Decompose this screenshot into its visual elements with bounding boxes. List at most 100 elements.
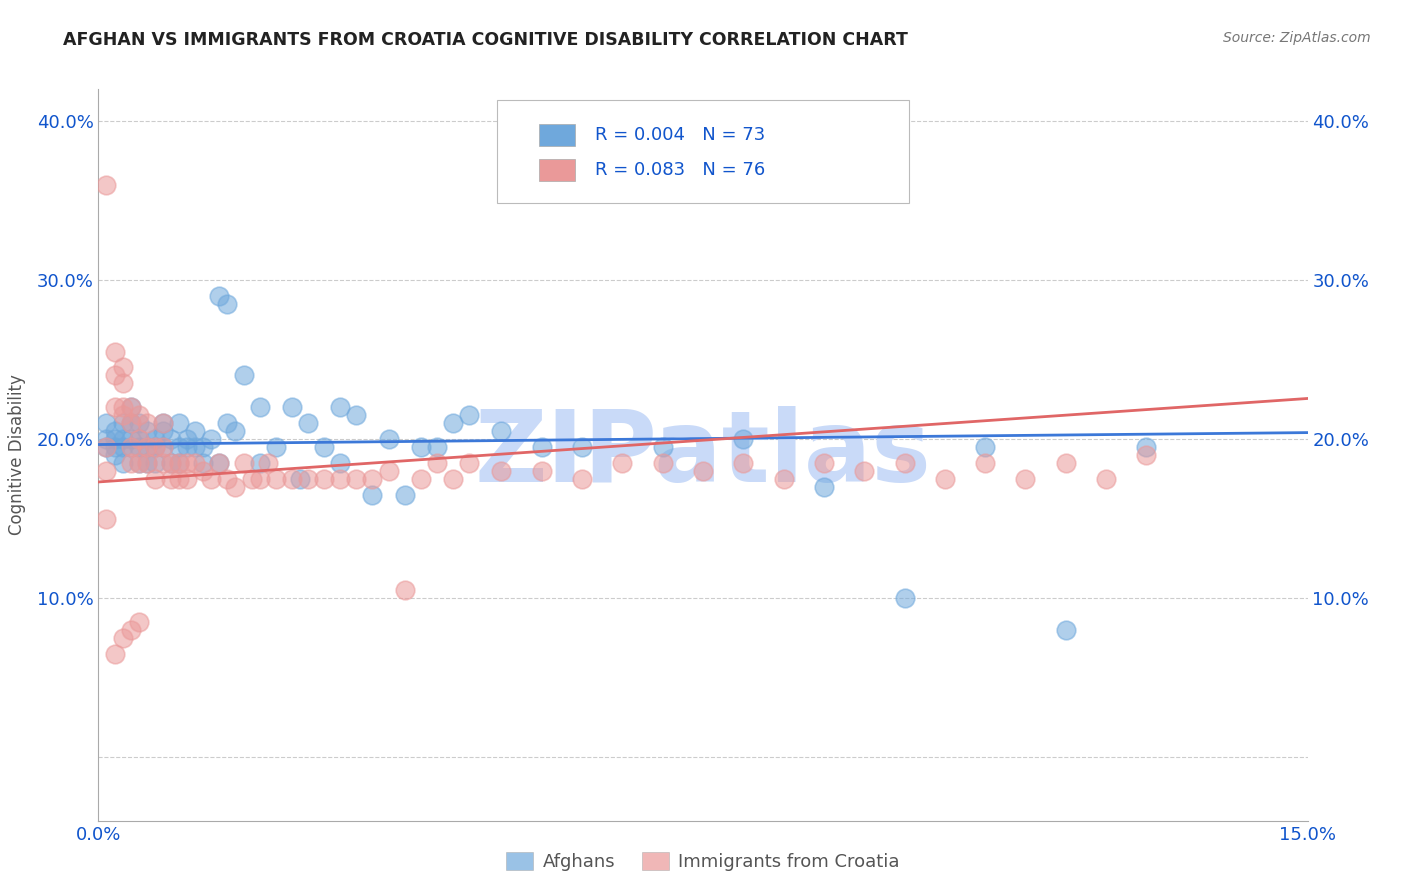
Point [167, 416, 190, 430]
Point [458, 456, 481, 470]
Point [441, 416, 464, 430]
Point [128, 456, 150, 470]
Point [152, 424, 174, 438]
Point [409, 472, 432, 486]
Point [120, 416, 142, 430]
Point [217, 297, 239, 311]
Point [974, 440, 997, 454]
Point [135, 456, 157, 470]
Point [612, 456, 634, 470]
Point [264, 472, 287, 486]
Point [128, 440, 150, 454]
Point [111, 408, 134, 422]
Point [103, 448, 125, 462]
Point [361, 472, 384, 486]
Y-axis label: Cognitive Disability: Cognitive Disability [7, 375, 25, 535]
Point [167, 440, 190, 454]
Point [297, 416, 319, 430]
Point [167, 456, 190, 470]
Point [120, 416, 142, 430]
Point [111, 360, 134, 375]
Point [394, 488, 416, 502]
Point [651, 456, 673, 470]
Point [1135, 448, 1157, 462]
Point [256, 456, 278, 470]
Point [344, 408, 367, 422]
Point [128, 615, 150, 629]
Point [974, 456, 997, 470]
Point [103, 424, 125, 438]
Point [893, 591, 915, 605]
Point [813, 480, 835, 494]
Point [176, 440, 198, 454]
Point [426, 440, 449, 454]
Point [314, 472, 336, 486]
Point [217, 472, 239, 486]
Point [281, 401, 304, 415]
Point [733, 432, 755, 446]
Point [111, 456, 134, 470]
Point [143, 440, 166, 454]
Point [441, 472, 464, 486]
Point [224, 424, 246, 438]
Point [103, 432, 125, 446]
Point [530, 440, 553, 454]
Point [1054, 623, 1077, 637]
Point [651, 440, 673, 454]
Point [264, 440, 287, 454]
Point [103, 647, 125, 661]
Point [120, 456, 142, 470]
Point [893, 456, 915, 470]
Point [193, 440, 215, 454]
Point [361, 488, 384, 502]
Point [143, 432, 166, 446]
Text: AFGHAN VS IMMIGRANTS FROM CROATIA COGNITIVE DISABILITY CORRELATION CHART: AFGHAN VS IMMIGRANTS FROM CROATIA COGNIT… [63, 31, 908, 49]
Point [344, 472, 367, 486]
Point [184, 456, 207, 470]
Point [135, 440, 157, 454]
Point [96, 178, 118, 192]
Point [1135, 440, 1157, 454]
Point [571, 440, 593, 454]
Point [377, 432, 399, 446]
Point [135, 424, 157, 438]
Point [111, 631, 134, 645]
Point [120, 401, 142, 415]
Point [96, 440, 118, 454]
Point [232, 368, 254, 383]
Point [208, 456, 231, 470]
Point [1014, 472, 1036, 486]
Point [426, 456, 449, 470]
Point [120, 440, 142, 454]
Point [111, 416, 134, 430]
Point [103, 344, 125, 359]
Point [111, 376, 134, 391]
Point [128, 408, 150, 422]
Point [733, 456, 755, 470]
FancyBboxPatch shape [538, 124, 575, 146]
Point [160, 432, 183, 446]
Point [152, 440, 174, 454]
Point [200, 432, 222, 446]
Point [128, 456, 150, 470]
FancyBboxPatch shape [498, 100, 908, 202]
Text: R = 0.083   N = 76: R = 0.083 N = 76 [595, 161, 766, 178]
Point [103, 440, 125, 454]
Point [152, 440, 174, 454]
Point [249, 401, 271, 415]
Point [193, 456, 215, 470]
Point [249, 472, 271, 486]
Point [288, 472, 311, 486]
Point [143, 440, 166, 454]
Point [409, 440, 432, 454]
Point [96, 511, 118, 525]
Point [176, 432, 198, 446]
Point [167, 472, 190, 486]
Point [96, 464, 118, 478]
Point [329, 472, 352, 486]
Point [491, 464, 513, 478]
Point [120, 432, 142, 446]
Point [143, 472, 166, 486]
Point [249, 456, 271, 470]
Point [128, 432, 150, 446]
